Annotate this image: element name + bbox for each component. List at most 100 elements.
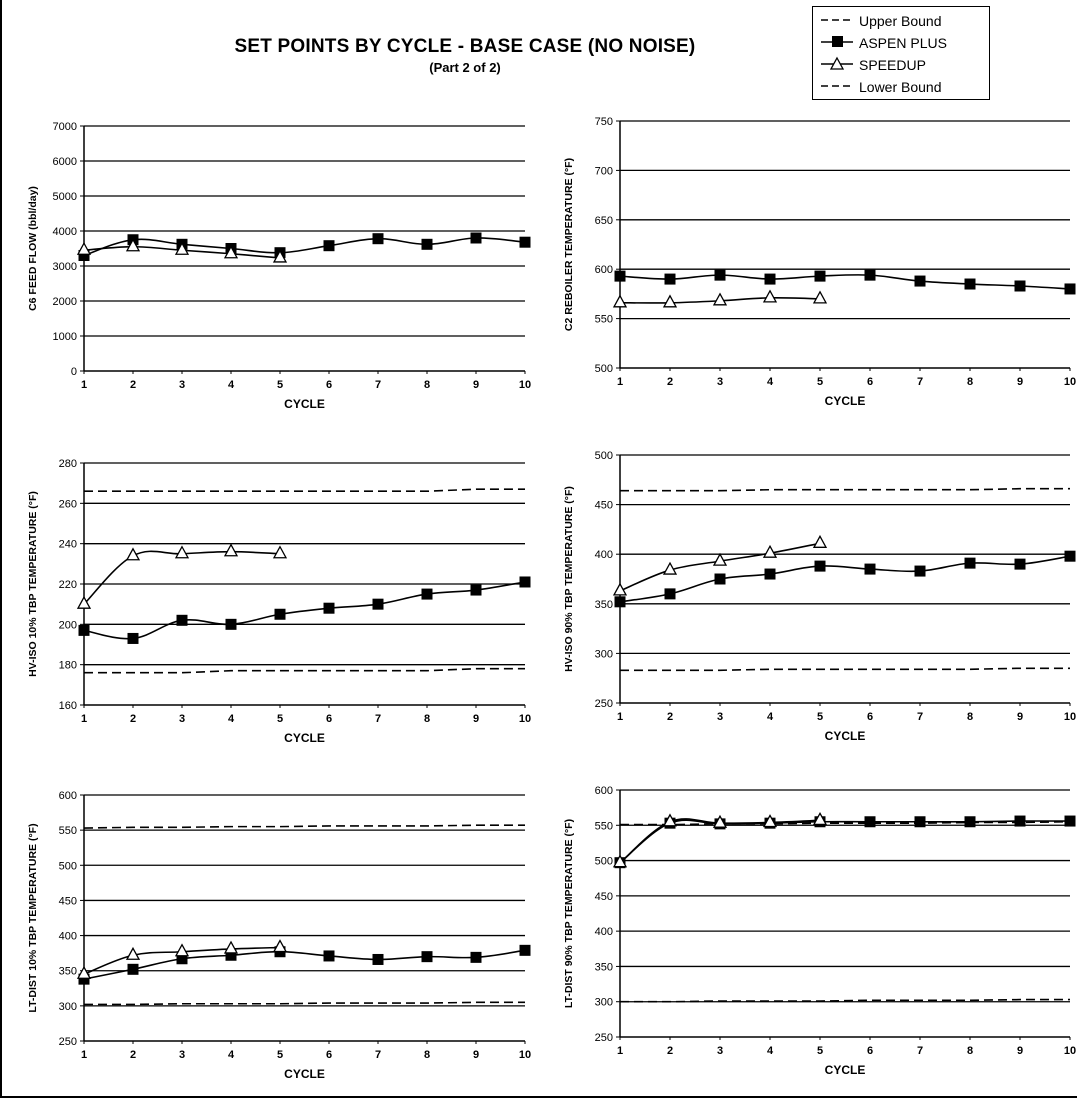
aspen-plus-point bbox=[1064, 550, 1076, 562]
y-tick-label: 250 bbox=[59, 1036, 77, 1048]
y-tick-label: 220 bbox=[59, 579, 77, 591]
y-axis-label: LT-DIST 90% TBP TEMPERATURE (°F) bbox=[563, 819, 575, 1008]
x-tick-label: 8 bbox=[424, 713, 430, 725]
y-axis-label: C2 REBOILER TEMPERATURE (°F) bbox=[563, 158, 575, 331]
aspen-plus-point bbox=[614, 270, 626, 282]
legend-item-upper-bound: Upper Bound bbox=[813, 9, 989, 31]
aspen-plus-point bbox=[964, 278, 976, 290]
speedup-point bbox=[712, 292, 728, 306]
y-tick-label: 300 bbox=[595, 648, 613, 660]
aspen-plus-point bbox=[964, 557, 976, 569]
x-axis-label: CYCLE bbox=[284, 397, 325, 411]
aspen-plus-point bbox=[323, 950, 335, 962]
x-tick-label: 10 bbox=[1064, 376, 1076, 388]
x-tick-label: 9 bbox=[473, 379, 479, 391]
aspen-plus-point bbox=[1014, 815, 1026, 827]
y-tick-label: 500 bbox=[59, 860, 77, 872]
speedup-point bbox=[125, 946, 141, 960]
y-tick-label: 350 bbox=[59, 966, 77, 978]
y-tick-label: 600 bbox=[59, 790, 77, 802]
x-tick-label: 6 bbox=[326, 1049, 332, 1061]
y-tick-label: 2000 bbox=[53, 296, 77, 308]
aspen-plus-line bbox=[83, 237, 526, 257]
x-tick-label: 4 bbox=[767, 1045, 774, 1057]
x-tick-label: 8 bbox=[424, 1049, 430, 1061]
speedup-point bbox=[174, 943, 190, 957]
speedup-point bbox=[272, 249, 288, 263]
chart-3: 160 180 200 220 240 260 280 1 2 3 4 5 6 7 8 9 10 CYCLE HV-… bbox=[27, 458, 531, 745]
x-tick-label: 6 bbox=[867, 376, 873, 388]
speedup-point bbox=[223, 543, 239, 557]
x-tick-label: 10 bbox=[1064, 1045, 1076, 1057]
y-axis-label: HV-ISO 10% TBP TEMPERATURE (°F) bbox=[27, 491, 39, 677]
x-tick-label: 7 bbox=[917, 1045, 923, 1057]
y-tick-label: 5000 bbox=[53, 191, 77, 203]
x-tick-label: 10 bbox=[1064, 711, 1076, 723]
y-tick-label: 7000 bbox=[53, 121, 77, 133]
speedup-point bbox=[223, 245, 239, 259]
speedup-point bbox=[223, 940, 239, 954]
y-tick-label: 250 bbox=[595, 1032, 613, 1044]
aspen-plus-point bbox=[614, 596, 626, 608]
aspen-plus-point bbox=[78, 250, 90, 261]
speedup-point bbox=[712, 552, 728, 566]
aspen-plus-point bbox=[664, 273, 676, 285]
x-tick-label: 7 bbox=[375, 713, 381, 725]
y-tick-label: 350 bbox=[595, 599, 613, 611]
y-tick-label: 300 bbox=[595, 997, 613, 1009]
x-tick-label: 2 bbox=[130, 713, 136, 725]
speedup-point bbox=[125, 547, 141, 561]
y-tick-label: 650 bbox=[595, 215, 613, 227]
y-axis-label: HV-ISO 90% TBP TEMPERATURE (°F) bbox=[563, 486, 575, 672]
upper-bound-line bbox=[620, 820, 1071, 826]
aspen-plus-point bbox=[323, 240, 335, 252]
x-tick-label: 8 bbox=[424, 379, 430, 391]
figure-subtitle: (Part 2 of 2) bbox=[429, 60, 501, 75]
speedup-point bbox=[762, 544, 778, 558]
lower-bound-line bbox=[620, 998, 1070, 1003]
y-tick-label: 350 bbox=[595, 961, 613, 973]
x-tick-label: 1 bbox=[81, 1049, 87, 1061]
y-tick-label: 200 bbox=[59, 619, 77, 631]
chart-4: 250 300 350 400 450 500 1 2 3 4 5 6 7 8 9 10 CYCLE HV-ISO… bbox=[563, 450, 1076, 743]
x-tick-label: 5 bbox=[817, 376, 823, 388]
aspen-plus-point bbox=[78, 973, 90, 985]
aspen-plus-point bbox=[814, 560, 826, 572]
speedup-point bbox=[272, 545, 288, 559]
x-tick-label: 1 bbox=[617, 376, 623, 388]
dashed-line-icon bbox=[821, 19, 853, 21]
speedup-point bbox=[76, 241, 92, 255]
aspen-plus-point bbox=[964, 816, 976, 828]
y-tick-label: 300 bbox=[59, 1001, 77, 1013]
square-marker-icon bbox=[821, 36, 853, 47]
y-tick-label: 160 bbox=[59, 700, 77, 712]
aspen-plus-point bbox=[176, 614, 188, 626]
aspen-plus-point bbox=[1064, 283, 1076, 295]
x-tick-label: 4 bbox=[228, 1049, 235, 1061]
x-tick-label: 8 bbox=[967, 376, 973, 388]
aspen-plus-point bbox=[764, 568, 776, 580]
speedup-point bbox=[612, 854, 628, 868]
speedup-point bbox=[125, 238, 141, 252]
aspen-plus-point bbox=[127, 632, 139, 644]
aspen-plus-point bbox=[225, 949, 237, 961]
aspen-plus-point bbox=[1014, 558, 1026, 570]
x-tick-label: 6 bbox=[326, 379, 332, 391]
aspen-plus-point bbox=[225, 618, 237, 630]
figure-title: SET POINTS BY CYCLE - BASE CASE (NO NOIS… bbox=[234, 36, 696, 57]
x-tick-label: 10 bbox=[519, 713, 531, 725]
y-tick-label: 550 bbox=[59, 825, 77, 837]
speedup-point bbox=[76, 965, 92, 979]
aspen-plus-line bbox=[83, 949, 526, 980]
legend: Upper Bound ASPEN PLUS SPEEDUP Lower Bou… bbox=[812, 6, 990, 100]
y-tick-label: 240 bbox=[59, 539, 77, 551]
legend-label: Upper Bound bbox=[859, 13, 942, 29]
x-tick-label: 7 bbox=[917, 711, 923, 723]
legend-item-lower-bound: Lower Bound bbox=[813, 75, 989, 97]
upper-bound-line bbox=[84, 488, 525, 493]
chart-1: 0 1000 2000 3000 4000 5000 6000 7000 1 2 3 4 5 6 7 8 9 10… bbox=[27, 121, 531, 411]
aspen-plus-point bbox=[1014, 280, 1026, 292]
x-tick-label: 2 bbox=[667, 376, 673, 388]
